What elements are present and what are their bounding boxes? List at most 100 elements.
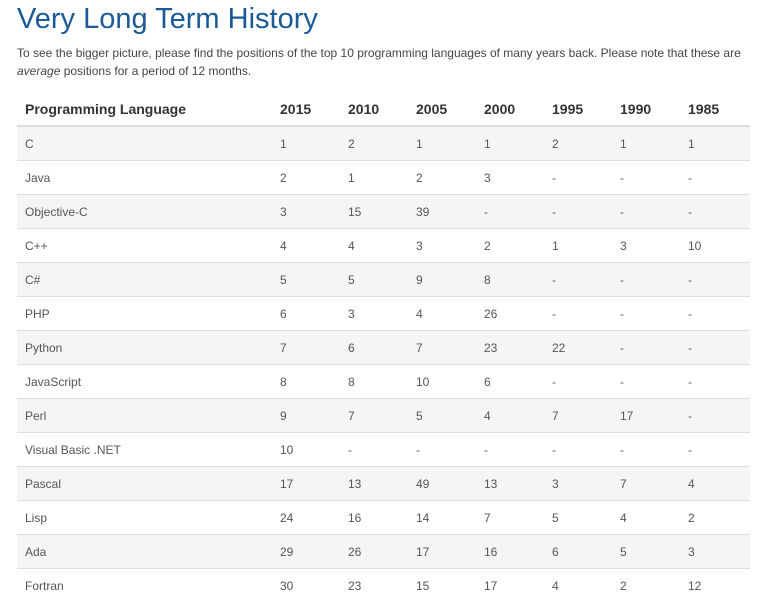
rank-1995: - — [544, 194, 612, 229]
rank-1990: - — [612, 330, 680, 365]
rank-1995: - — [544, 160, 612, 195]
language-cell: Java — [17, 160, 272, 195]
rank-1985: - — [680, 296, 750, 331]
header-year-2005: 2005 — [408, 92, 476, 127]
table-row: PHP 6 3 4 26- - - — [17, 296, 750, 331]
table-row: Python 7 6 7 23 22- - — [17, 330, 750, 365]
table-row: Objective-C 3 15 39- - - - — [17, 194, 750, 229]
header-year-1985: 1985 — [680, 92, 750, 127]
rank-2000: 4 — [476, 398, 544, 433]
rank-2015: 7 — [272, 330, 340, 365]
rank-2010: - — [340, 432, 408, 467]
rank-2005: 2 — [408, 160, 476, 195]
rank-2015: 24 — [272, 500, 340, 535]
rank-2010: 15 — [340, 194, 408, 229]
rank-2000: 17 — [476, 568, 544, 602]
rank-1990: 1 — [612, 125, 680, 161]
rank-1985: - — [680, 398, 750, 433]
rank-1990: - — [612, 432, 680, 467]
rank-2005: 7 — [408, 330, 476, 365]
rank-1985: - — [680, 262, 750, 297]
language-cell: C# — [17, 262, 272, 297]
header-row: Programming Language 2015 2010 2005 2000… — [17, 92, 750, 127]
rank-2000: 6 — [476, 364, 544, 399]
rank-1990: - — [612, 364, 680, 399]
rank-2010: 7 — [340, 398, 408, 433]
rank-2005: - — [408, 432, 476, 467]
header-year-2010: 2010 — [340, 92, 408, 127]
rank-2015: 1 — [272, 125, 340, 161]
language-cell: Pascal — [17, 466, 272, 501]
rank-2005: 17 — [408, 534, 476, 569]
rank-2005: 9 — [408, 262, 476, 297]
rank-2005: 4 — [408, 296, 476, 331]
table-row: C# 5 5 9 8- - - — [17, 262, 750, 297]
rank-1990: 5 — [612, 534, 680, 569]
rank-2000: 3 — [476, 160, 544, 195]
rank-1990: 3 — [612, 228, 680, 263]
rank-2005: 15 — [408, 568, 476, 602]
rank-1985: 1 — [680, 125, 750, 161]
rank-1990: 4 — [612, 500, 680, 535]
rank-1995: 7 — [544, 398, 612, 433]
rank-2015: 9 — [272, 398, 340, 433]
rank-2015: 2 — [272, 160, 340, 195]
rank-2000: - — [476, 432, 544, 467]
rank-1985: 10 — [680, 228, 750, 263]
header-year-2000: 2000 — [476, 92, 544, 127]
rank-2005: 3 — [408, 228, 476, 263]
header-language: Programming Language — [17, 92, 272, 127]
intro-text: To see the bigger picture, please find t… — [17, 44, 762, 80]
rank-1985: 2 — [680, 500, 750, 535]
rank-1990: 17 — [612, 398, 680, 433]
language-cell: Python — [17, 330, 272, 365]
intro-text-end: positions for a period of 12 months. — [60, 64, 252, 78]
history-table: Programming Language 2015 2010 2005 2000… — [17, 92, 750, 602]
rank-2015: 5 — [272, 262, 340, 297]
language-cell: Ada — [17, 534, 272, 569]
language-cell: C++ — [17, 228, 272, 263]
rank-2010: 8 — [340, 364, 408, 399]
table-row: Lisp 24 16 14 7 5 4 2 — [17, 500, 750, 535]
rank-2010: 5 — [340, 262, 408, 297]
header-year-1995: 1995 — [544, 92, 612, 127]
rank-1985: - — [680, 330, 750, 365]
language-cell: Fortran — [17, 568, 272, 602]
rank-1995: 4 — [544, 568, 612, 602]
rank-2000: 8 — [476, 262, 544, 297]
rank-1985: - — [680, 160, 750, 195]
rank-1990: - — [612, 194, 680, 229]
header-year-1990: 1990 — [612, 92, 680, 127]
table-row: Fortran 30 23 15 17 4 2 12 — [17, 568, 750, 602]
rank-2000: 23 — [476, 330, 544, 365]
table-body: C 1 2 1 1 2 1 1 Java 2 1 2 3- - - Objective-C 3 15 39- - - - C… — [17, 125, 750, 602]
rank-1995: 5 — [544, 500, 612, 535]
language-cell: Visual Basic .NET — [17, 432, 272, 467]
rank-2010: 3 — [340, 296, 408, 331]
rank-1985: - — [680, 364, 750, 399]
rank-1985: 3 — [680, 534, 750, 569]
language-cell: Objective-C — [17, 194, 272, 229]
rank-1995: 22 — [544, 330, 612, 365]
rank-2015: 3 — [272, 194, 340, 229]
table-header: Programming Language 2015 2010 2005 2000… — [17, 92, 750, 127]
rank-2010: 4 — [340, 228, 408, 263]
intro-text-emphasis: average — [17, 64, 61, 78]
rank-2005: 5 — [408, 398, 476, 433]
header-year-2015: 2015 — [272, 92, 340, 127]
table-row: Pascal 17 13 49 13 3 7 4 — [17, 466, 750, 501]
rank-2000: 26 — [476, 296, 544, 331]
language-cell: Perl — [17, 398, 272, 433]
rank-2005: 1 — [408, 125, 476, 161]
rank-1990: - — [612, 296, 680, 331]
rank-2000: 16 — [476, 534, 544, 569]
table-row: Ada 29 26 17 16 6 5 3 — [17, 534, 750, 569]
language-cell: C — [17, 125, 272, 161]
rank-1995: - — [544, 364, 612, 399]
rank-1985: - — [680, 432, 750, 467]
table-row: C++ 4 4 3 2 1 3 10 — [17, 228, 750, 263]
rank-1990: - — [612, 262, 680, 297]
rank-1995: - — [544, 296, 612, 331]
table-row: Perl 9 7 5 4 7 17- — [17, 398, 750, 433]
